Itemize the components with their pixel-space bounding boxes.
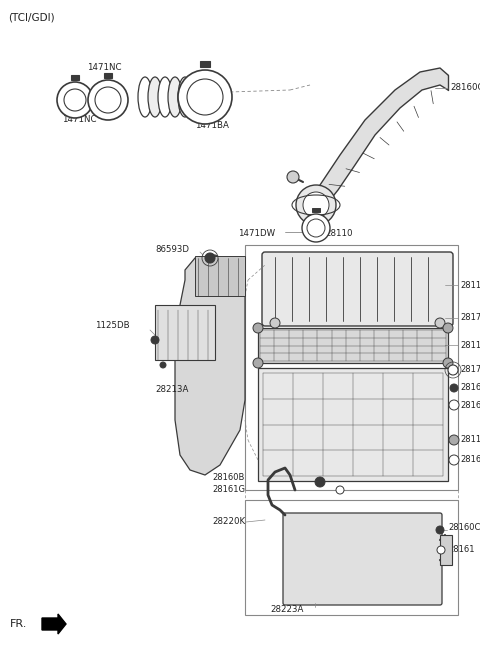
- Text: FR.: FR.: [10, 619, 27, 629]
- Bar: [200, 61, 210, 67]
- Text: 28160C: 28160C: [448, 523, 480, 532]
- Circle shape: [160, 362, 166, 368]
- Circle shape: [64, 89, 86, 111]
- Circle shape: [296, 185, 336, 225]
- Bar: [71, 75, 79, 80]
- Circle shape: [436, 526, 444, 534]
- Circle shape: [88, 80, 128, 120]
- Text: 28210E: 28210E: [200, 260, 233, 269]
- Bar: [440, 535, 452, 565]
- Polygon shape: [312, 68, 448, 200]
- Circle shape: [303, 192, 329, 218]
- Text: (TCI/GDI): (TCI/GDI): [8, 13, 55, 23]
- Text: 28171K: 28171K: [460, 366, 480, 375]
- Circle shape: [57, 82, 93, 118]
- Circle shape: [443, 358, 453, 368]
- Polygon shape: [175, 255, 245, 475]
- Circle shape: [205, 253, 215, 263]
- Text: 28111: 28111: [460, 281, 480, 290]
- Ellipse shape: [138, 77, 152, 117]
- Circle shape: [270, 318, 280, 328]
- Text: 28112: 28112: [460, 436, 480, 445]
- Bar: [155, 305, 215, 360]
- Circle shape: [178, 70, 232, 124]
- Text: 1471NC: 1471NC: [62, 116, 96, 124]
- Circle shape: [287, 171, 299, 183]
- Circle shape: [437, 546, 445, 554]
- Text: 28174H: 28174H: [460, 313, 480, 322]
- Text: 1471DW: 1471DW: [238, 230, 275, 239]
- Bar: [258, 328, 448, 363]
- Text: 28161: 28161: [448, 545, 475, 555]
- Ellipse shape: [158, 77, 172, 117]
- Circle shape: [95, 87, 121, 113]
- Circle shape: [449, 455, 459, 465]
- Text: 28160G: 28160G: [450, 84, 480, 92]
- Ellipse shape: [148, 77, 162, 117]
- Circle shape: [435, 318, 445, 328]
- Text: 28161: 28161: [460, 383, 480, 392]
- Text: 28113: 28113: [460, 341, 480, 349]
- Text: 28160B: 28160B: [213, 472, 245, 481]
- Bar: [104, 73, 112, 78]
- Circle shape: [187, 79, 223, 115]
- Ellipse shape: [168, 77, 182, 117]
- Bar: [195, 256, 245, 296]
- Text: 28213A: 28213A: [155, 385, 188, 394]
- Circle shape: [315, 477, 325, 487]
- Ellipse shape: [186, 77, 200, 117]
- Text: 28161G: 28161G: [212, 485, 245, 494]
- Circle shape: [449, 435, 459, 445]
- Text: 28220K: 28220K: [212, 517, 245, 526]
- FancyBboxPatch shape: [283, 513, 442, 605]
- Bar: [245, 245, 458, 490]
- Polygon shape: [42, 614, 66, 634]
- Circle shape: [151, 336, 159, 344]
- Text: 1125DB: 1125DB: [95, 320, 130, 330]
- Text: 1471BA: 1471BA: [195, 122, 229, 131]
- Circle shape: [253, 323, 263, 333]
- Bar: [258, 368, 448, 481]
- Circle shape: [443, 323, 453, 333]
- Text: 28110: 28110: [325, 230, 352, 239]
- Circle shape: [449, 400, 459, 410]
- Circle shape: [450, 384, 458, 392]
- Circle shape: [336, 486, 344, 494]
- FancyBboxPatch shape: [262, 252, 453, 326]
- Circle shape: [302, 214, 330, 242]
- Text: 28223A: 28223A: [270, 606, 303, 615]
- Circle shape: [253, 358, 263, 368]
- Ellipse shape: [178, 77, 192, 117]
- Bar: [285, 515, 440, 603]
- Bar: [245, 500, 458, 615]
- Bar: [312, 208, 320, 212]
- Text: 28160B: 28160B: [460, 400, 480, 409]
- Circle shape: [448, 365, 458, 375]
- Text: 86593D: 86593D: [155, 245, 189, 254]
- Circle shape: [307, 219, 325, 237]
- Text: 1471NC: 1471NC: [87, 63, 121, 73]
- Text: 28160: 28160: [460, 455, 480, 464]
